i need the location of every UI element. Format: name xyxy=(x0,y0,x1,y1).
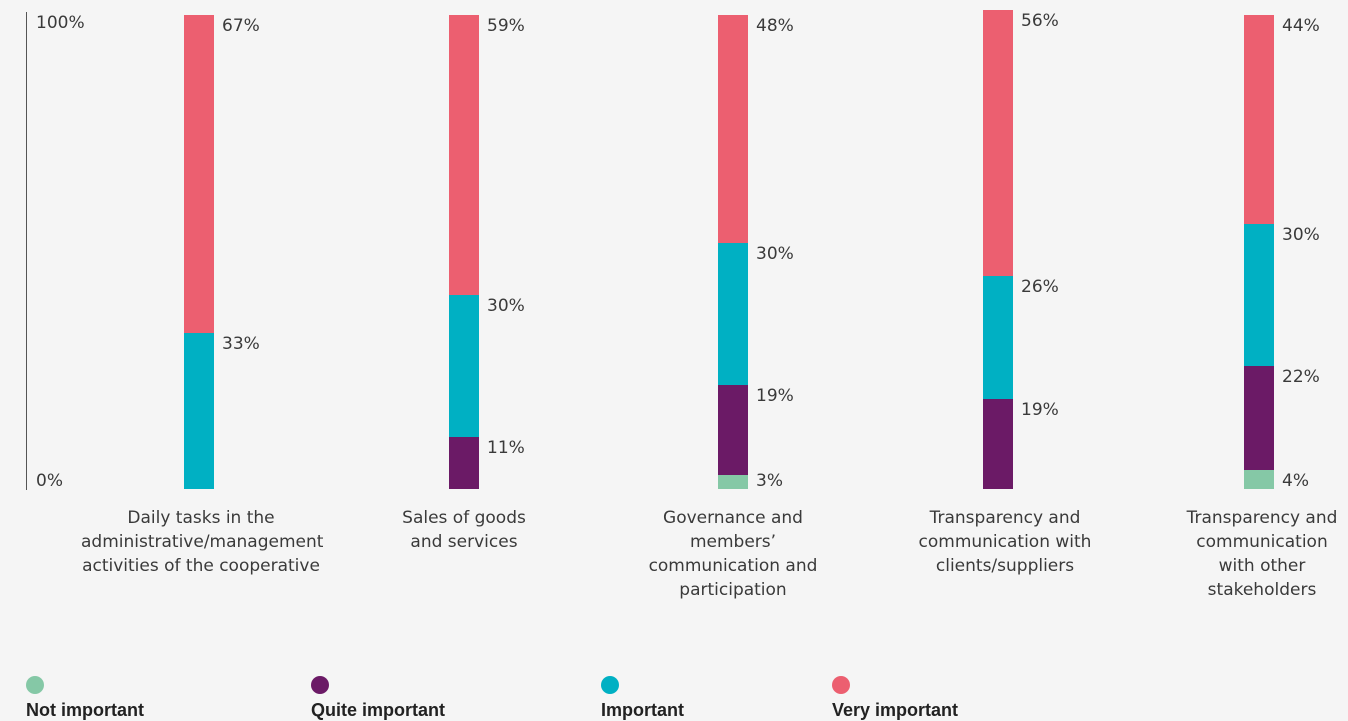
category-label-governance: Governance and members’ communication an… xyxy=(648,508,818,600)
legend-dot-icon xyxy=(601,676,619,694)
bar-segment-not-important xyxy=(1244,470,1274,489)
bar-segment-very-important xyxy=(184,15,214,333)
data-label-important: 26% xyxy=(1021,276,1059,297)
legend-label: Important xyxy=(601,700,684,720)
category-label-sales: Sales of goods and services xyxy=(402,508,526,552)
bar-segment-quite-important xyxy=(449,436,479,489)
bar-segment-important xyxy=(983,275,1013,399)
data-label-important: 30% xyxy=(756,243,794,264)
bar-transparency-clients xyxy=(983,10,1013,489)
data-label-not-important: 4% xyxy=(1282,471,1309,491)
bar-segment-quite-important xyxy=(1244,365,1274,471)
bar-segment-very-important xyxy=(1244,15,1274,224)
bar-segment-quite-important xyxy=(718,384,748,475)
legend-label: Very important xyxy=(832,700,959,720)
data-label-very-important: 44% xyxy=(1282,16,1320,36)
category-label-transparency-stakeholders: Transparency and communication with othe… xyxy=(1186,508,1338,600)
bar-segment-very-important xyxy=(718,15,748,243)
data-label-quite-important: 19% xyxy=(1021,399,1059,420)
bar-segment-important xyxy=(1244,223,1274,366)
bar-segment-important xyxy=(184,332,214,489)
bar-governance xyxy=(718,15,748,489)
y-tick-label-min: 0% xyxy=(36,471,63,491)
data-label-important: 30% xyxy=(487,295,525,316)
y-tick-label-max: 100% xyxy=(36,13,85,33)
bar-segment-very-important xyxy=(983,10,1013,276)
category-label-daily-tasks: Daily tasks in the administrative/manage… xyxy=(81,508,324,576)
data-label-not-important: 3% xyxy=(756,471,783,491)
data-label-very-important: 48% xyxy=(756,16,794,36)
legend-dot-icon xyxy=(832,676,850,694)
legend-dot-icon xyxy=(26,676,44,694)
bar-segment-very-important xyxy=(449,15,479,295)
legend-label: Not important xyxy=(26,700,144,720)
bar-sales xyxy=(449,15,479,489)
data-label-very-important: 67% xyxy=(222,16,260,36)
data-label-very-important: 59% xyxy=(487,16,525,36)
data-label-very-important: 56% xyxy=(1021,11,1059,32)
bar-daily-tasks xyxy=(184,15,214,489)
data-label-important: 33% xyxy=(222,333,260,354)
bar-segment-important xyxy=(718,242,748,385)
bar-transparency-stakeholders xyxy=(1244,15,1274,489)
bar-segment-quite-important xyxy=(983,398,1013,489)
data-label-important: 30% xyxy=(1282,224,1320,245)
legend-label: Quite important xyxy=(311,700,445,720)
bar-segment-not-important xyxy=(718,474,748,489)
category-label-transparency-clients: Transparency and communication with clie… xyxy=(918,508,1092,576)
data-label-quite-important: 19% xyxy=(756,385,794,406)
data-label-quite-important: 11% xyxy=(487,437,525,458)
legend-dot-icon xyxy=(311,676,329,694)
bar-segment-important xyxy=(449,294,479,437)
y-axis-line xyxy=(26,12,27,490)
data-label-quite-important: 22% xyxy=(1282,366,1320,387)
